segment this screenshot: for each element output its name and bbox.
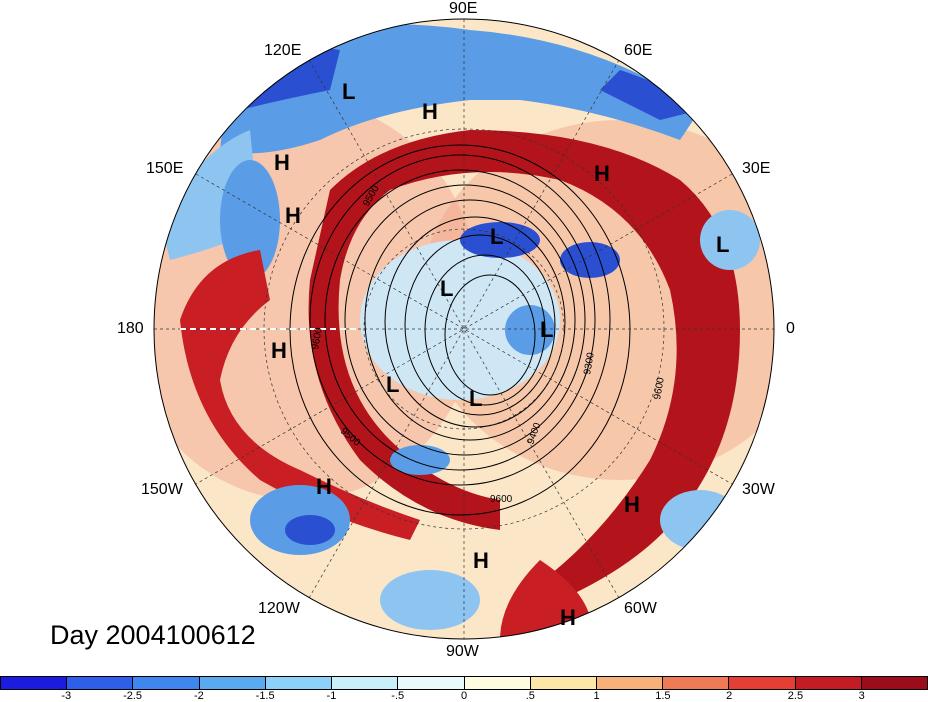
contour-label: 9600: [310, 326, 325, 350]
colorbar-swatch: [861, 677, 928, 689]
colorbar-tick-label: -1.5: [255, 690, 275, 702]
polar-map: 9500 9600 9300 9400 9600 9500 9600: [153, 18, 775, 640]
colorbar-tick-label: 2.5: [787, 690, 804, 702]
colorbar-swatch: [464, 677, 531, 689]
pressure-system-label: H: [560, 605, 576, 630]
colorbar-swatch: [398, 677, 465, 689]
colorbar-tick-label: -2: [193, 690, 204, 702]
pressure-system-label: L: [490, 224, 504, 249]
lon-label-30w: 30W: [742, 481, 775, 498]
lon-label-30e: 30E: [742, 160, 771, 177]
lon-label-180: 180: [117, 320, 144, 337]
pressure-system-label: H: [285, 203, 301, 228]
contour-label: 9600: [652, 376, 667, 400]
colorbar-tick-label: 2: [726, 690, 733, 702]
contour-label: 9300: [582, 351, 597, 375]
lon-label-120w: 120W: [258, 600, 300, 617]
pressure-system-label: L: [342, 79, 356, 104]
pressure-system-label: H: [316, 474, 332, 499]
colorbar: [0, 676, 928, 690]
colorbar-swatch: [332, 677, 399, 689]
colorbar-swatch: [795, 677, 862, 689]
day-label: Day 2004100612: [50, 620, 256, 650]
colorbar-tick-label: 3: [858, 690, 865, 702]
pressure-system-label: H: [422, 99, 438, 124]
anomaly-field: [154, 19, 774, 639]
lon-label-150e: 150E: [146, 160, 184, 177]
colorbar-tick-label: -.5: [391, 690, 405, 702]
pressure-system-label: H: [274, 150, 290, 175]
colorbar-tick-label: 0: [460, 690, 468, 702]
lon-label-90w: 90W: [446, 643, 479, 660]
lon-label-60w: 60W: [624, 600, 657, 617]
colorbar-swatch: [729, 677, 796, 689]
lon-label-90e: 90E: [449, 0, 478, 17]
colorbar-swatch: [530, 677, 597, 689]
colorbar-swatch: [67, 677, 134, 689]
lon-label-120e: 120E: [264, 42, 302, 59]
colorbar-tick-label: -1: [326, 690, 337, 702]
pressure-system-label: L: [469, 386, 483, 411]
colorbar-tick-label: 1.5: [655, 690, 671, 702]
colorbar-swatch: [596, 677, 664, 689]
colorbar-swatch: [663, 677, 730, 689]
pressure-system-label: L: [540, 317, 554, 342]
pressure-system-label: L: [440, 276, 454, 301]
colorbar-swatch: [1, 677, 68, 689]
colorbar-swatch: [199, 677, 266, 689]
lon-label-150w: 150W: [141, 481, 183, 498]
lon-label-0: 0: [786, 320, 795, 337]
contour-label: 9600: [490, 494, 513, 505]
pressure-system-label: H: [473, 548, 489, 573]
colorbar-swatch: [265, 677, 333, 689]
pressure-system-label: L: [386, 372, 400, 397]
lon-label-60e: 60E: [624, 42, 653, 59]
pressure-system-label: H: [271, 338, 287, 363]
colorbar-tick-label: -3: [61, 690, 72, 702]
colorbar-tick-label: .5: [525, 690, 535, 702]
colorbar-tick-label: -2.5: [123, 690, 143, 702]
pressure-system-label: H: [594, 161, 610, 186]
pressure-system-label: H: [624, 492, 640, 517]
pressure-system-label: L: [716, 232, 730, 257]
colorbar-tick-label: 1: [593, 690, 600, 702]
colorbar-swatch: [133, 677, 200, 689]
